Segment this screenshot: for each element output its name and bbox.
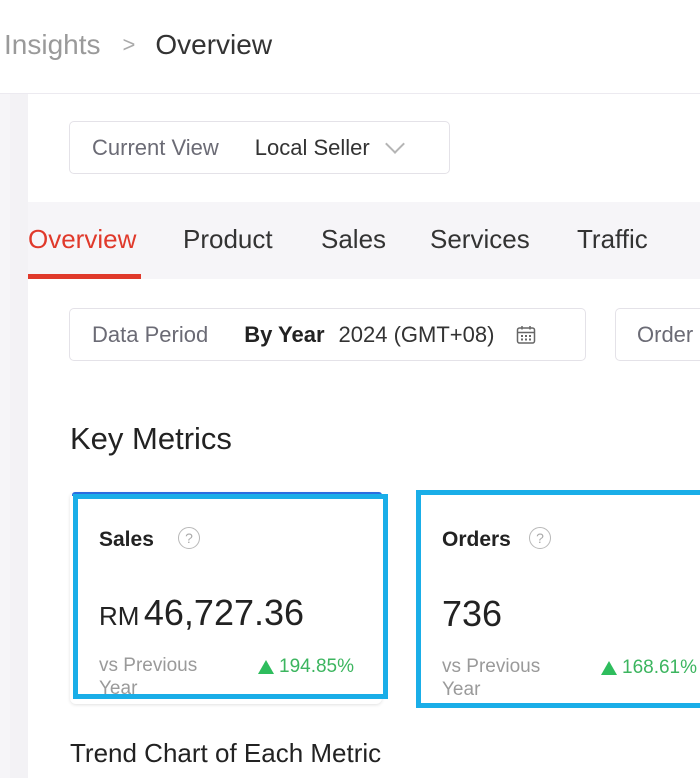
sidebar-strip <box>10 94 28 778</box>
tab-bar: Overview Product Sales Services Traffic <box>28 202 700 279</box>
tab-overview[interactable]: Overview <box>28 224 137 254</box>
breadcrumb-current: Overview <box>155 29 273 60</box>
comparison-label: vs Previous Year <box>99 655 198 699</box>
metric-amount: 46,727.36 <box>143 592 305 633</box>
current-view-value: Local Seller <box>254 134 370 160</box>
metric-card-orders[interactable]: Orders ? 736 vs Previous Year 168.61% <box>416 490 700 708</box>
current-view-dropdown[interactable]: Current View Local Seller <box>69 121 450 174</box>
comparison-label: vs Previous Year <box>442 656 541 700</box>
metric-value: RM 46,727.36 <box>99 592 304 634</box>
current-view-label: Current View <box>92 134 219 160</box>
change-value: 194.85% <box>279 656 355 677</box>
data-period-picker[interactable]: Data Period By Year 2024 (GMT+08) <box>69 308 586 361</box>
data-period-value: 2024 (GMT+08) <box>338 321 495 347</box>
top-bar: Insights > Overview <box>0 0 700 94</box>
help-icon[interactable]: ? <box>529 527 551 549</box>
order-type-label: Order <box>637 321 694 347</box>
metric-amount: 736 <box>442 593 503 634</box>
key-metrics-title: Key Metrics <box>70 421 232 456</box>
active-tab-indicator <box>28 274 141 279</box>
metric-value: 736 <box>442 593 502 635</box>
tab-product[interactable]: Product <box>183 224 273 254</box>
change-indicator: 194.85% <box>258 656 354 678</box>
order-type-dropdown[interactable]: Order <box>615 308 700 361</box>
change-value: 168.61% <box>622 657 698 678</box>
trend-chart-title: Trend Chart of Each Metric <box>70 738 382 768</box>
tab-sales[interactable]: Sales <box>321 224 387 254</box>
data-period-type: By Year <box>244 321 325 347</box>
breadcrumb: Insights > Overview <box>4 29 272 61</box>
arrow-up-icon <box>258 660 274 674</box>
calendar-icon <box>517 325 536 344</box>
arrow-up-icon <box>601 661 617 675</box>
metric-title: Orders <box>442 528 511 551</box>
metric-card-sales[interactable]: Sales ? RM 46,727.36 vs Previous Year 19… <box>73 494 388 699</box>
change-indicator: 168.61% <box>601 657 697 679</box>
tab-traffic[interactable]: Traffic <box>577 224 648 254</box>
help-icon[interactable]: ? <box>178 527 200 549</box>
currency-label: RM <box>99 601 140 631</box>
breadcrumb-separator-icon: > <box>122 32 136 57</box>
breadcrumb-insights-link[interactable]: Insights <box>4 29 101 60</box>
tab-services[interactable]: Services <box>430 224 530 254</box>
chevron-down-icon <box>384 133 405 154</box>
metric-title: Sales <box>99 528 154 551</box>
data-period-label: Data Period <box>92 321 209 347</box>
